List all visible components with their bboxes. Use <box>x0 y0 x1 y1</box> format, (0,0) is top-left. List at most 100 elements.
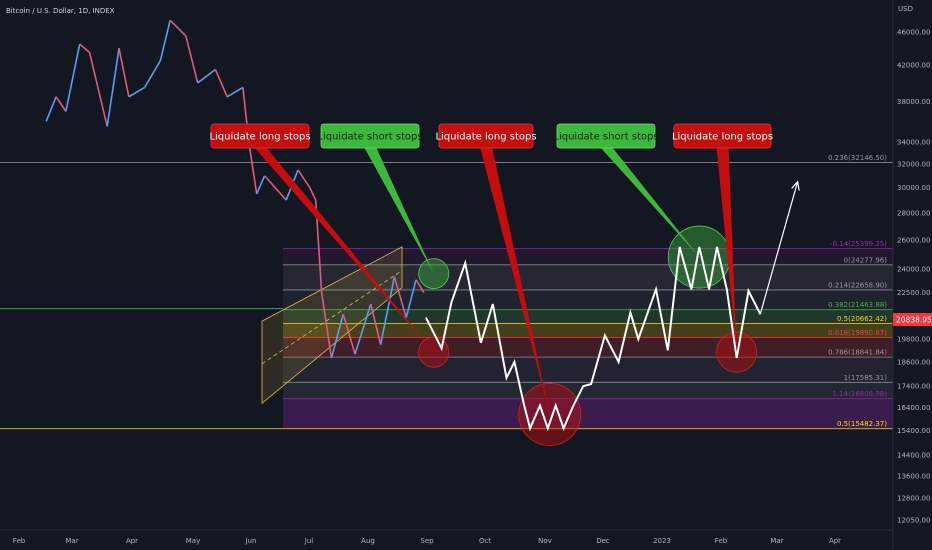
time-tick-label: Jul <box>304 537 314 545</box>
price-tick-label: 16400.00 <box>897 404 930 412</box>
price-tick-label: 24000.00 <box>897 266 930 274</box>
price-segment <box>143 60 162 88</box>
price-tick-label: 13600.00 <box>897 472 930 480</box>
price-segment <box>354 303 372 355</box>
fib-zone <box>283 289 893 310</box>
price-tick-label: 22500.00 <box>897 289 930 297</box>
long-stops-callout[interactable] <box>210 123 310 149</box>
time-tick-label: 2023 <box>653 537 671 545</box>
price-segment <box>79 43 91 53</box>
price-segment <box>309 187 317 201</box>
fib-zone <box>283 264 893 290</box>
price-tick-label: 30000.00 <box>897 184 930 192</box>
price-tick-label: 32000.00 <box>897 161 930 169</box>
fib-zone <box>283 309 893 324</box>
fib-level-label: 1.14(16808.98) <box>833 390 888 398</box>
price-tick-label: 28000.00 <box>897 209 930 217</box>
price-tick-label: 26000.00 <box>897 236 930 244</box>
chart-title: Bitcoin / U.S. Dollar, 1D, INDEX <box>6 7 115 15</box>
time-tick-label: May <box>186 537 200 545</box>
last-price-tag: 20838.95 <box>893 313 932 326</box>
price-tick-label: 18600.00 <box>897 358 930 366</box>
callout-label: Liquidate short stops <box>553 132 658 143</box>
price-tick-label: 19800.00 <box>897 336 930 344</box>
currency-label: USD <box>898 5 913 13</box>
price-segment <box>118 48 130 97</box>
fib-level-label: 0.786(18841.84) <box>828 349 887 357</box>
price-axis[interactable]: 46000.00 42000.00 38000.00 34000.00 32000.00… <box>897 29 930 525</box>
price-segment <box>214 69 228 98</box>
price-tick-label: 42000.00 <box>897 62 930 70</box>
price-segment <box>197 68 216 84</box>
price-segment <box>297 169 311 189</box>
price-segment <box>226 86 244 98</box>
fib-zone <box>283 398 893 429</box>
callout-pointer <box>600 147 700 258</box>
price-segment <box>255 175 266 195</box>
price-segment <box>65 43 81 112</box>
price-segment <box>405 279 417 318</box>
price-tick-label: 34000.00 <box>897 139 930 147</box>
callout-pointer <box>480 147 550 415</box>
long-stops-callout[interactable] <box>673 123 772 149</box>
projected-path <box>425 246 762 432</box>
arrow-head <box>791 180 800 191</box>
time-tick-label: Oct <box>479 537 491 545</box>
fib-zone <box>283 337 893 358</box>
fib-level-label: 0.5(20662.42) <box>837 315 887 323</box>
short-stops-callout[interactable] <box>320 123 420 149</box>
price-tick-label: 17400.00 <box>897 383 930 391</box>
price-tick-label: 15400.00 <box>897 427 930 435</box>
fib-level-label: 0.5(15482.37) <box>837 420 887 428</box>
price-segment <box>159 20 171 62</box>
time-tick-label: Jun <box>245 537 257 545</box>
rising-channel <box>261 246 403 405</box>
callout-label: Liquidate short stops <box>317 132 422 143</box>
price-segment <box>263 175 287 201</box>
time-tick-label: Nov <box>538 537 552 545</box>
price-segment <box>320 292 333 359</box>
callout-pointer <box>364 147 434 274</box>
fib-level-label: 0.214(22658.90) <box>828 281 887 289</box>
price-tick-label: 14400.00 <box>897 452 930 460</box>
projection-arrow <box>759 181 799 315</box>
price-segment <box>379 276 396 345</box>
time-tick-label: Sep <box>420 537 434 545</box>
time-tick-label: Mar <box>770 537 783 545</box>
time-tick-label: Aug <box>361 537 375 545</box>
callout-label: Liquidate long stops <box>672 132 773 143</box>
fib-zone <box>283 382 893 399</box>
callout-pointer <box>716 147 737 353</box>
callout-label: Liquidate long stops <box>435 132 536 143</box>
price-segment <box>415 279 425 293</box>
price-segment <box>55 96 67 112</box>
price-segment <box>330 313 345 359</box>
price-segment <box>370 303 382 345</box>
short-stops-callout[interactable] <box>556 123 656 149</box>
price-segment <box>248 141 258 194</box>
time-tick-label: Apr <box>126 537 138 545</box>
price-segment <box>128 86 145 98</box>
fib-level-label: 0(24277.96) <box>844 256 888 264</box>
price-segment <box>185 35 199 84</box>
callout-pointer <box>254 147 434 353</box>
price-segment <box>88 52 108 127</box>
long-stops-callout[interactable] <box>438 123 534 149</box>
fib-zone <box>283 357 893 383</box>
price-segment <box>342 313 356 355</box>
time-axis[interactable]: Feb Mar Apr May Jun Jul Aug Sep Oct Nov Dec 2023 Feb… <box>13 537 841 545</box>
plot-area: 0.236(32146.50) -0.14(25399.25) 0(24277.96… <box>0 19 893 446</box>
price-segment <box>169 19 187 37</box>
callout-label: Liquidate long stops <box>209 132 310 143</box>
price-segment <box>45 96 57 122</box>
fib-level-label: 0.618(19890.87) <box>828 329 887 337</box>
fib-level-label: 0.236(32146.50) <box>828 154 887 162</box>
price-tick-label: 12800.00 <box>897 495 930 503</box>
price-tick-label: 46000.00 <box>897 29 930 37</box>
price-segment <box>106 48 120 127</box>
time-tick-label: Apr <box>829 537 841 545</box>
fib-level-label: 1(17585.31) <box>844 374 888 382</box>
price-tick-label: 12050.00 <box>897 517 930 525</box>
time-tick-label: Feb <box>13 537 26 545</box>
